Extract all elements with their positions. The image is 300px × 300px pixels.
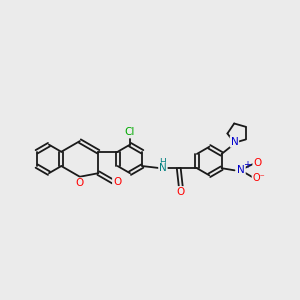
Text: H: H bbox=[160, 158, 166, 167]
Text: O: O bbox=[177, 187, 185, 197]
Text: Cl: Cl bbox=[125, 127, 135, 136]
Text: O: O bbox=[253, 158, 262, 168]
Text: N: N bbox=[159, 164, 167, 173]
Text: N: N bbox=[231, 137, 238, 147]
Text: O: O bbox=[113, 177, 121, 187]
Text: O⁻: O⁻ bbox=[253, 173, 265, 183]
Text: N: N bbox=[237, 165, 245, 175]
Text: O: O bbox=[76, 178, 84, 188]
Text: +: + bbox=[243, 160, 251, 170]
